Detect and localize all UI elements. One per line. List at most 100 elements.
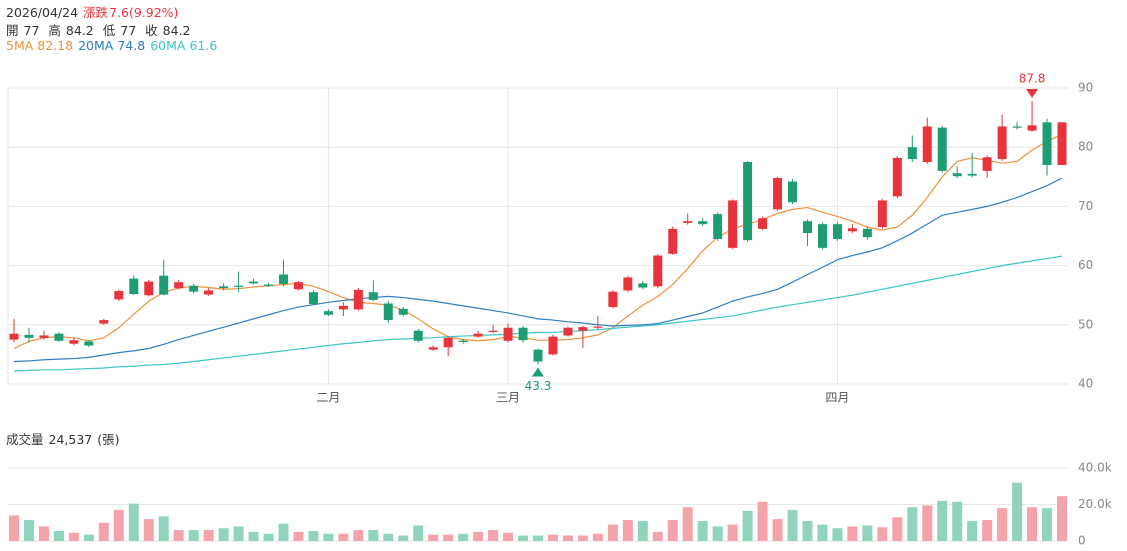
candle-body <box>802 221 812 234</box>
candle-body <box>383 303 393 321</box>
volume-bar <box>248 531 259 541</box>
candle-body <box>353 289 363 310</box>
volume-bar <box>1042 508 1053 541</box>
candle-body <box>84 341 94 346</box>
candle-body <box>967 173 977 176</box>
volume-bar <box>742 510 753 541</box>
y-tick-label: 50 <box>1078 317 1093 331</box>
volume-value: 24,537 <box>48 432 93 447</box>
candle-body <box>593 326 603 328</box>
candle-body <box>293 282 303 290</box>
volume-bar <box>547 534 558 541</box>
candle-body <box>907 147 917 160</box>
candle-body <box>488 330 498 332</box>
candle-body <box>1057 122 1067 165</box>
candle-body <box>114 291 124 300</box>
change-label: 漲跌 <box>83 5 109 20</box>
candle-body <box>368 292 378 300</box>
change: 7.6(9.92%) <box>109 5 179 20</box>
volume-bar <box>712 526 723 541</box>
volume-bar <box>203 530 214 541</box>
volume-bar <box>622 520 633 541</box>
volume-bar <box>83 534 94 541</box>
volume-tick-label: 20.0k <box>1078 497 1112 511</box>
volume-bar <box>383 533 394 541</box>
ma-line <box>13 177 1063 363</box>
volume-bar <box>982 520 993 541</box>
candle-body <box>608 291 618 308</box>
volume-bar <box>338 533 349 541</box>
min-label: 43.3 <box>525 379 552 393</box>
volume-bar <box>368 530 379 541</box>
volume-bar <box>577 535 588 541</box>
x-tick-label: 三月 <box>496 391 520 405</box>
candle-body <box>503 327 513 341</box>
y-tick-label: 90 <box>1078 81 1093 95</box>
volume-bar <box>308 530 319 541</box>
candle-body <box>638 283 648 288</box>
candle-body <box>743 162 753 241</box>
volume-header: 成交量 24,537 (張) <box>6 429 125 448</box>
ohlc-label: 開 <box>6 23 19 38</box>
volume-bar <box>997 508 1008 541</box>
ohlc-value: 84.2 <box>162 23 191 38</box>
ma-legend-name: 60MA <box>150 38 186 53</box>
volume-bar <box>143 519 154 541</box>
volume-bar <box>323 533 334 541</box>
candle-body <box>219 286 229 289</box>
volume-bar <box>293 531 304 541</box>
candle-body <box>398 308 408 315</box>
volume-bar <box>188 530 199 541</box>
volume-bar <box>233 526 244 541</box>
candle-body <box>189 285 199 292</box>
volume-bar <box>682 507 693 541</box>
volume-bar <box>9 515 19 541</box>
volume-bar <box>68 532 79 541</box>
candle-body <box>278 274 288 284</box>
candle-body <box>877 200 887 228</box>
volume-bar <box>562 535 573 541</box>
candle-body <box>144 281 154 296</box>
candle-body <box>443 337 453 348</box>
volume-bar <box>38 526 49 541</box>
volume-bar <box>263 533 274 541</box>
min-marker <box>532 367 544 377</box>
candle-body <box>982 157 992 171</box>
candle-body <box>204 290 214 295</box>
x-tick-label: 四月 <box>825 391 849 405</box>
candle-body <box>623 277 633 291</box>
volume-bar <box>847 526 858 541</box>
volume-bar <box>952 501 963 541</box>
volume-bar <box>413 525 424 541</box>
volume-bar <box>802 520 813 541</box>
volume-bar <box>218 528 229 541</box>
candle-body <box>99 320 109 324</box>
volume-bar <box>727 524 738 541</box>
volume-bar <box>278 523 289 541</box>
volume-bar <box>1057 496 1067 541</box>
candle-body <box>69 340 79 344</box>
candle-body <box>413 330 423 341</box>
y-tick-label: 40 <box>1078 377 1093 391</box>
volume-bar <box>458 533 469 541</box>
volume-bar <box>533 535 543 541</box>
candle-body <box>24 334 34 338</box>
volume-bar <box>113 509 124 541</box>
candle-body <box>653 255 663 287</box>
candle-body <box>533 349 543 362</box>
candle-body <box>1042 122 1052 165</box>
volume-unit: (張) <box>97 432 120 447</box>
candle-body <box>548 336 558 355</box>
candle-body <box>39 335 49 338</box>
candle-body <box>758 218 768 229</box>
candle-body <box>234 285 244 287</box>
volume-title: 成交量 <box>6 432 44 447</box>
candle-body <box>862 228 872 238</box>
volume-bar <box>398 535 409 541</box>
candle-body <box>832 224 842 239</box>
volume-bar <box>907 507 918 541</box>
candle-body <box>308 292 318 305</box>
volume-bar <box>817 524 828 541</box>
volume-bar <box>862 525 873 541</box>
